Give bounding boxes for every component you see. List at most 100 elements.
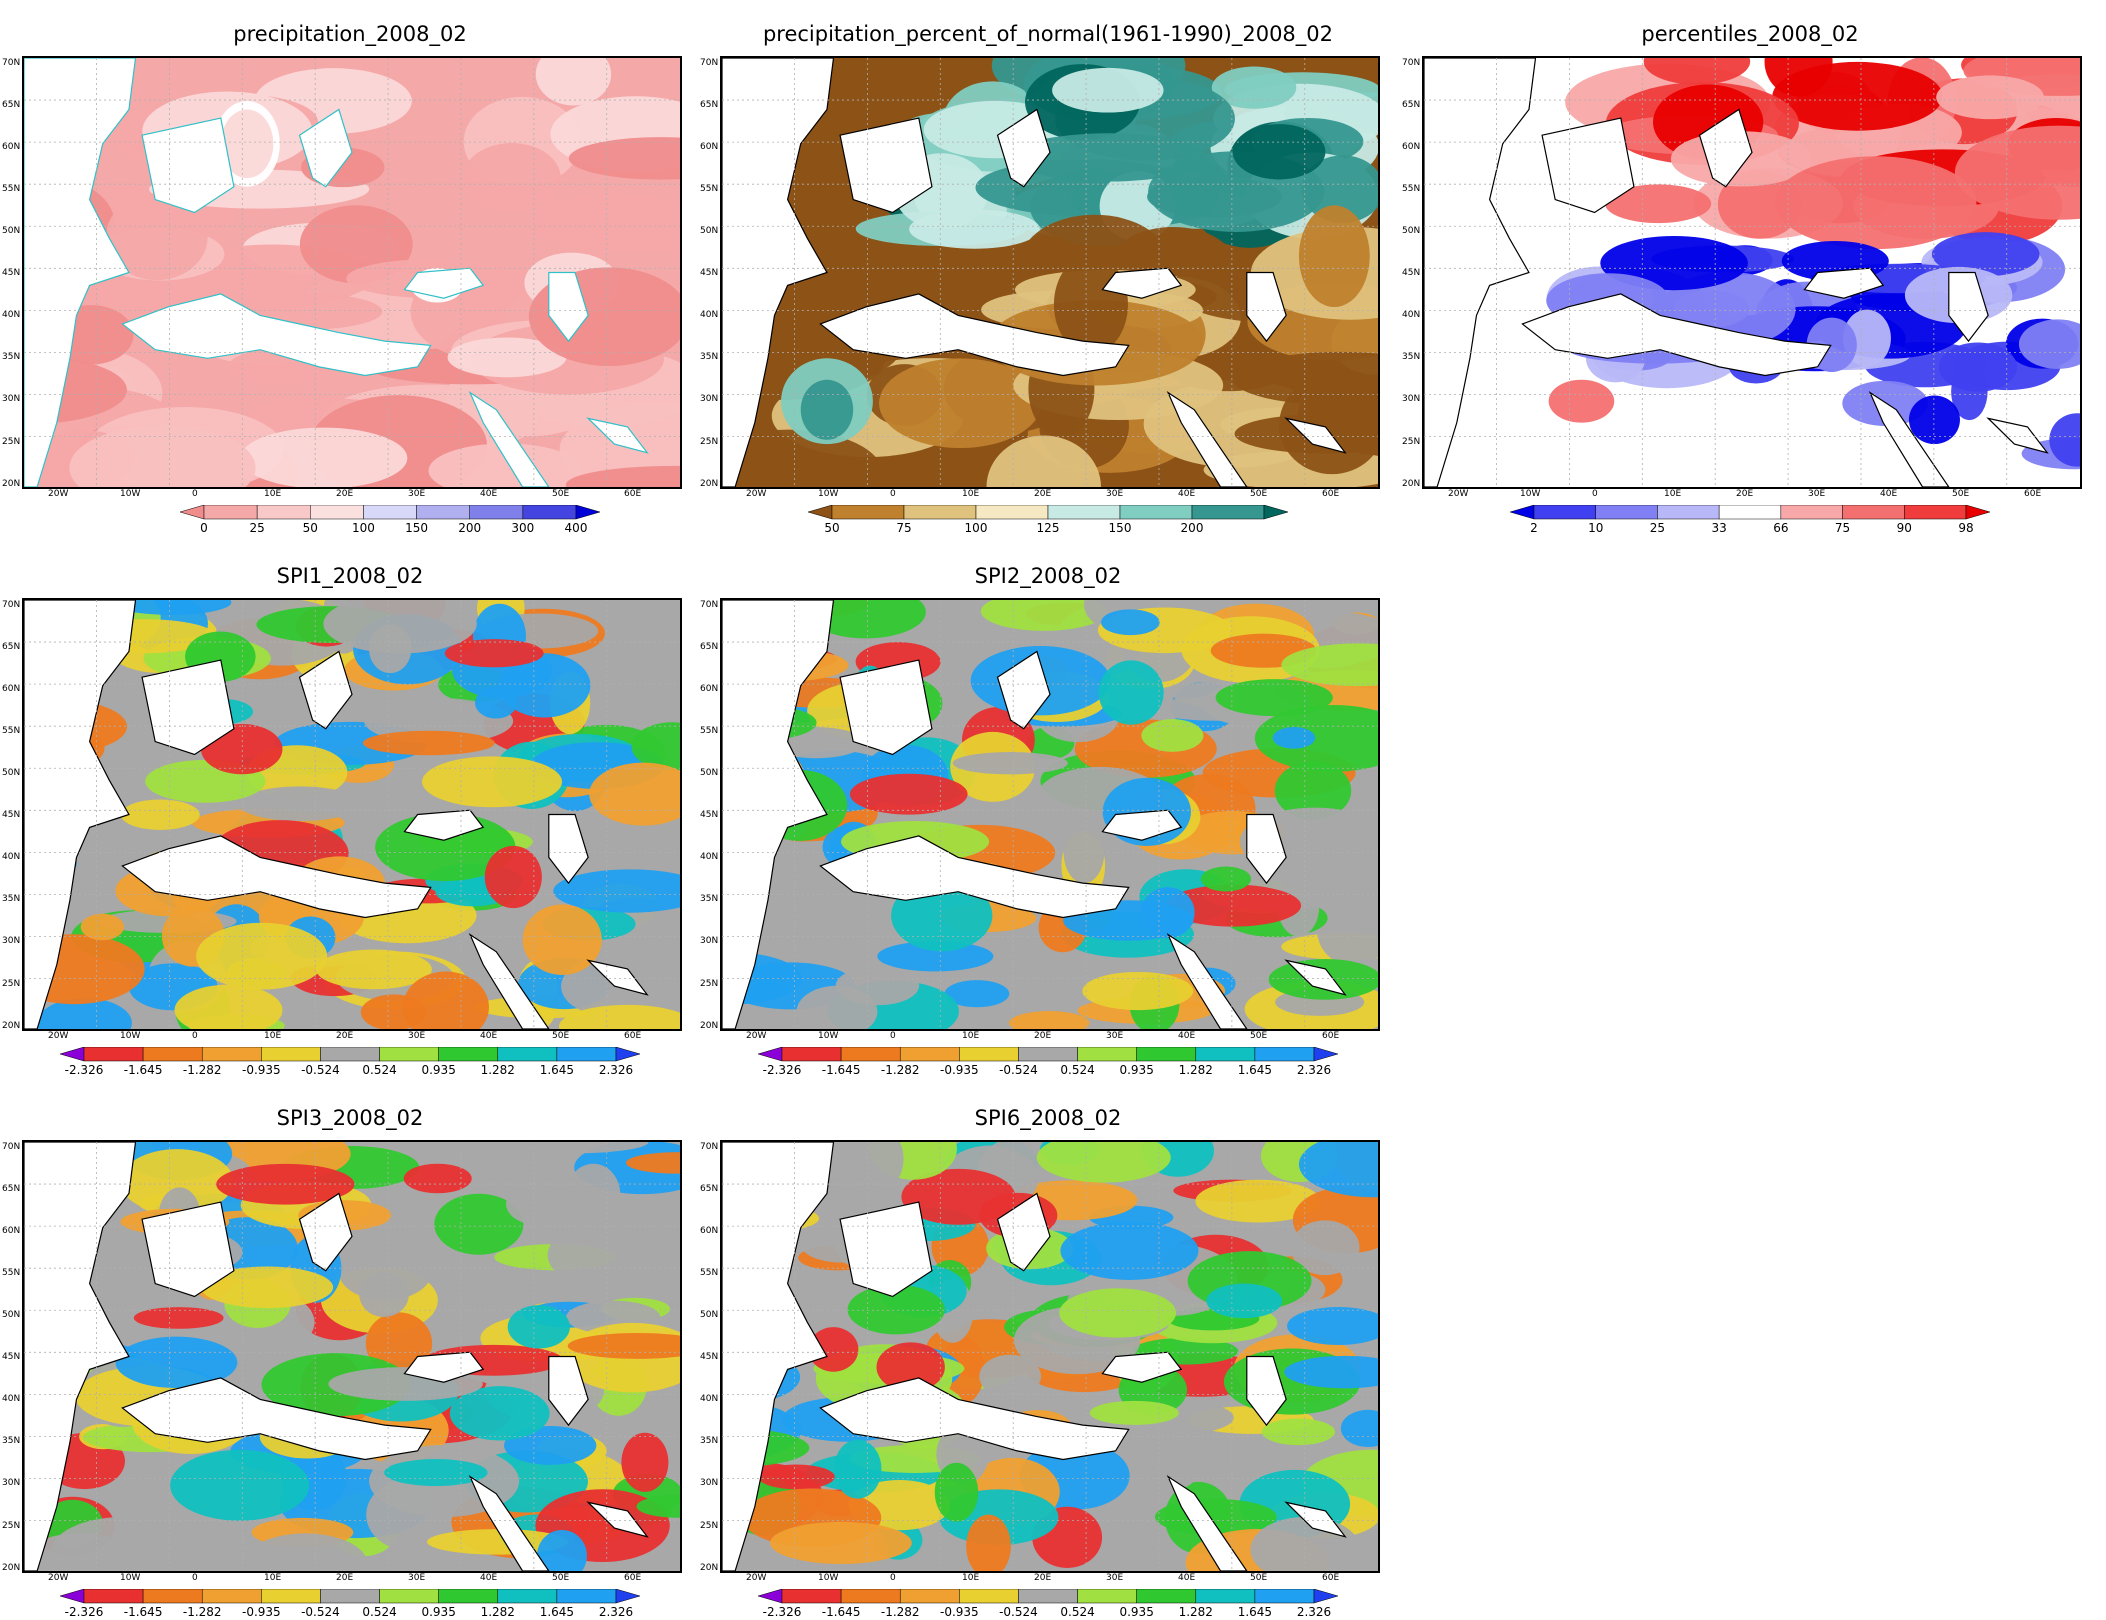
- colorbar-swatch: [1077, 1046, 1137, 1062]
- latitude-tick-label: 55N: [700, 184, 719, 195]
- longitude-tick-label: 10E: [962, 1573, 980, 1583]
- panel-title: SPI3_2008_02: [276, 1106, 424, 1130]
- colorbar: [59, 1588, 641, 1604]
- latitude-tick-label: 65N: [1402, 100, 1421, 111]
- colorbar-swatch: [142, 1046, 203, 1062]
- colorbar-swatch: [1047, 504, 1121, 520]
- latitude-tick-label: 60N: [2, 142, 21, 153]
- colorbar-label: 2.326: [598, 1605, 634, 1619]
- colorbar-label: -1.645: [123, 1063, 163, 1077]
- longitude-tick-label: 10W: [818, 1573, 839, 1583]
- panel-title: percentiles_2008_02: [1641, 22, 1859, 46]
- latitude-tick-label: 25N: [2, 1520, 21, 1531]
- latitude-tick-label: 35N: [700, 1436, 719, 1447]
- latitude-tick-label: 70N: [700, 600, 719, 610]
- latitude-tick-label: 50N: [700, 768, 719, 779]
- colorbar-swatch: [1254, 1046, 1315, 1062]
- colorbar-swatch: [903, 504, 977, 520]
- longitude-tick-label: 0: [192, 1573, 198, 1583]
- longitude-tick-label: 20W: [746, 1573, 767, 1583]
- latitude-tick-label: 65N: [700, 642, 719, 653]
- colorbar-arrow-low: [807, 504, 833, 520]
- latitude-tick-label: 65N: [700, 100, 719, 111]
- colorbar-swatch: [840, 1046, 901, 1062]
- latitude-tick-label: 45N: [2, 810, 21, 821]
- colorbar-swatch: [959, 1588, 1019, 1604]
- latitude-tick-label: 35N: [2, 1436, 21, 1447]
- map-canvas: [722, 58, 1378, 487]
- latitude-tick-label: 35N: [2, 894, 21, 905]
- longitude-tick-label: 60E: [624, 1573, 642, 1583]
- latitude-tick-label: 65N: [2, 642, 21, 653]
- longitude-tick-label: 30E: [408, 489, 426, 499]
- colorbar-swatch: [1904, 504, 1967, 520]
- longitude-tick-label: 20E: [336, 1031, 354, 1041]
- latitude-tick-label: 25N: [2, 978, 21, 989]
- longitude-tick-label: 30E: [408, 1573, 426, 1583]
- colorbar-swatch: [1195, 1588, 1256, 1604]
- colorbar-swatch: [522, 504, 577, 520]
- colorbar-label: 50: [824, 521, 840, 535]
- longitude-tick-label: 50E: [1250, 1573, 1268, 1583]
- longitude-tick-label: 40E: [1178, 489, 1196, 499]
- longitude-tick-label: 20E: [1736, 489, 1754, 499]
- colorbar-swatch: [320, 1046, 380, 1062]
- colorbar-swatch: [438, 1588, 499, 1604]
- latitude-tick-label: 45N: [2, 268, 21, 279]
- longitude-tick-label: 10E: [264, 489, 282, 499]
- colorbar-swatch: [201, 1588, 262, 1604]
- latitude-tick-label: 65N: [2, 100, 21, 111]
- colorbar-swatch: [899, 1588, 960, 1604]
- longitude-tick-label: 20W: [746, 489, 767, 499]
- colorbar-label: 1.282: [480, 1063, 515, 1077]
- colorbar-arrow-high: [615, 1046, 641, 1062]
- colorbar-label: -0.935: [939, 1605, 979, 1619]
- colorbar-arrow-low: [59, 1046, 85, 1062]
- longitude-tick-label: 40E: [1178, 1573, 1196, 1583]
- latitude-tick-label: 40N: [2, 852, 21, 863]
- colorbar-label: 2.326: [1296, 1605, 1332, 1619]
- colorbar-arrow-low: [1509, 504, 1535, 520]
- latitude-tick-label: 50N: [2, 226, 21, 237]
- colorbar-swatch: [1718, 504, 1782, 520]
- latitude-tick-label: 40N: [700, 1394, 719, 1405]
- colorbar-swatch: [975, 504, 1049, 520]
- colorbar-label: -1.282: [182, 1605, 222, 1619]
- longitude-tick-label: 50E: [552, 1573, 570, 1583]
- colorbar-label: 1.282: [1178, 1063, 1213, 1077]
- latitude-tick-label: 25N: [700, 1520, 719, 1531]
- colorbar-swatch: [1842, 504, 1905, 520]
- colorbar-label: 0.524: [362, 1605, 397, 1619]
- colorbar-swatch: [261, 1588, 321, 1604]
- colorbar-arrow-low: [179, 504, 205, 520]
- latitude-tick-label: 50N: [700, 1310, 719, 1321]
- longitude-tick-label: 10W: [818, 489, 839, 499]
- colorbar-swatch: [438, 1046, 499, 1062]
- latitude-tick-label: 25N: [700, 436, 719, 447]
- colorbar-label: 0.524: [362, 1063, 397, 1077]
- colorbar-label: -0.524: [999, 1063, 1038, 1077]
- map-frame: [720, 56, 1380, 489]
- longitude-tick-label: 20W: [48, 489, 69, 499]
- colorbar-label: 1.282: [480, 1605, 515, 1619]
- colorbar: [757, 1046, 1339, 1062]
- colorbar: [59, 1046, 641, 1062]
- colorbar-arrow-low: [757, 1588, 783, 1604]
- colorbar-label: 0.524: [1060, 1605, 1095, 1619]
- colorbar-swatch: [1136, 1046, 1197, 1062]
- longitude-tick-label: 0: [890, 489, 896, 499]
- panel-spi3: SPI3_2008_02 70N 65N 60N 55N 50N 45N 40N 35N 30N 2…: [2, 1106, 682, 1619]
- latitude-tick-label: 35N: [1402, 352, 1421, 363]
- longitude-tick-label: 40E: [480, 489, 498, 499]
- panel-title: SPI2_2008_02: [974, 564, 1122, 588]
- latitude-tick-label: 30N: [2, 936, 21, 947]
- longitude-tick-label: 60E: [1322, 489, 1340, 499]
- latitude-tick-label: 60N: [1402, 142, 1421, 153]
- longitude-tick-label: 10E: [264, 1031, 282, 1041]
- longitude-tick-label: 60E: [624, 489, 642, 499]
- map-canvas: [722, 1142, 1378, 1571]
- colorbar-swatch: [959, 1046, 1019, 1062]
- colorbar-label: -1.282: [880, 1063, 920, 1077]
- longitude-tick-label: 30E: [1106, 1031, 1124, 1041]
- panel-percentiles: percentiles_2008_02 70N 65N 60N 55N 50N 45N 40N…: [1402, 22, 2082, 547]
